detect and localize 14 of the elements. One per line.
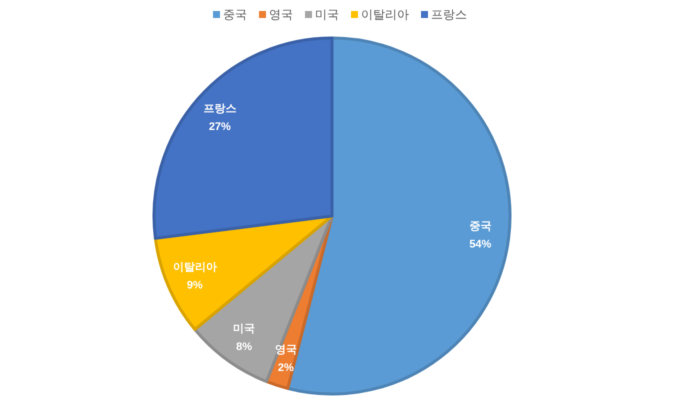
data-label: 54%	[469, 238, 492, 251]
slice-label: 미국	[233, 322, 256, 335]
legend-label: 프랑스	[431, 8, 467, 22]
data-label: 2%	[278, 362, 294, 374]
legend-label: 미국	[315, 8, 339, 22]
data-label: 9%	[186, 279, 203, 292]
legend-label: 이탈리아	[361, 8, 409, 22]
slice-label: 프랑스	[203, 103, 236, 116]
data-label: 8%	[236, 340, 252, 353]
data-label: 27%	[208, 121, 232, 134]
slice-label: 이탈리아	[172, 261, 217, 274]
legend-label: 영국	[269, 8, 293, 22]
slice-label: 중국	[469, 220, 492, 233]
legend-label: 중국	[223, 8, 247, 22]
